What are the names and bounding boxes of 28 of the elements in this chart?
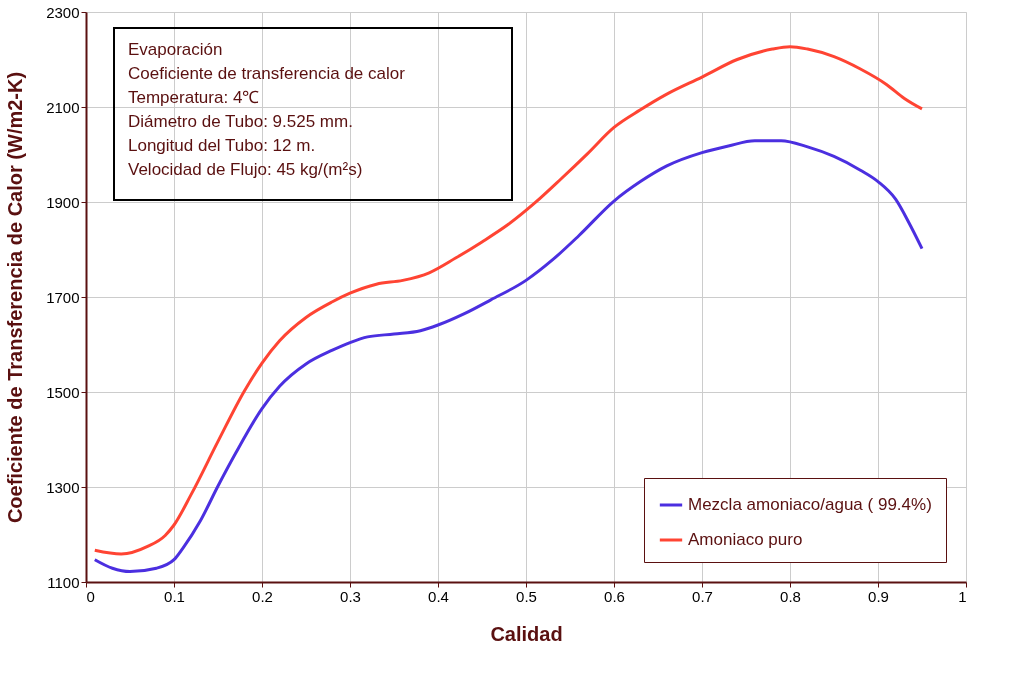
x-tick-label: 0 bbox=[86, 587, 95, 605]
annotation: Diámetro de Tubo: 9.525 mm. bbox=[128, 112, 353, 131]
x-tick-label: 0.6 bbox=[604, 587, 625, 605]
x-tick-label: 0.7 bbox=[692, 587, 713, 605]
x-tick-label: 0.9 bbox=[868, 587, 889, 605]
x-tick-label: 0.4 bbox=[428, 587, 449, 605]
x-tick-label: 0.1 bbox=[164, 587, 185, 605]
y-tick-label: 2100 bbox=[46, 98, 80, 116]
y-tick-label: 1300 bbox=[46, 478, 80, 496]
y-tick-label: 1500 bbox=[46, 383, 80, 401]
x-tick-label: 0.2 bbox=[252, 587, 273, 605]
y-tick-label: 1100 bbox=[47, 573, 80, 591]
y-tick-label: 1900 bbox=[46, 193, 80, 211]
y-axis-title: Coeficiente de Transferencia de Calor (W/m2-K) bbox=[4, 71, 27, 524]
x-tick-label: 0.8 bbox=[780, 587, 801, 605]
annotation: Coeficiente de transferencia de calor bbox=[128, 64, 406, 83]
x-axis-title: Calidad bbox=[490, 622, 563, 645]
annotation: Evaporación bbox=[128, 40, 223, 59]
y-tick-label: 1700 bbox=[46, 288, 80, 306]
annotation: Temperatura: 4℃ bbox=[128, 88, 260, 107]
legend-label: Amoniaco puro bbox=[688, 530, 803, 549]
x-tick-label: 0.5 bbox=[516, 587, 537, 605]
x-tick-label: 0.3 bbox=[340, 587, 361, 605]
x-tick-label: 1 bbox=[958, 587, 967, 605]
legend-label: Mezcla amoniaco/agua ( 99.4%) bbox=[688, 495, 932, 514]
annotation: Velocidad de Flujo: 45 kg/(m²s) bbox=[128, 160, 363, 179]
y-tick-label: 2300 bbox=[46, 3, 80, 21]
annotation: Longitud del Tubo: 12 m. bbox=[128, 136, 316, 155]
